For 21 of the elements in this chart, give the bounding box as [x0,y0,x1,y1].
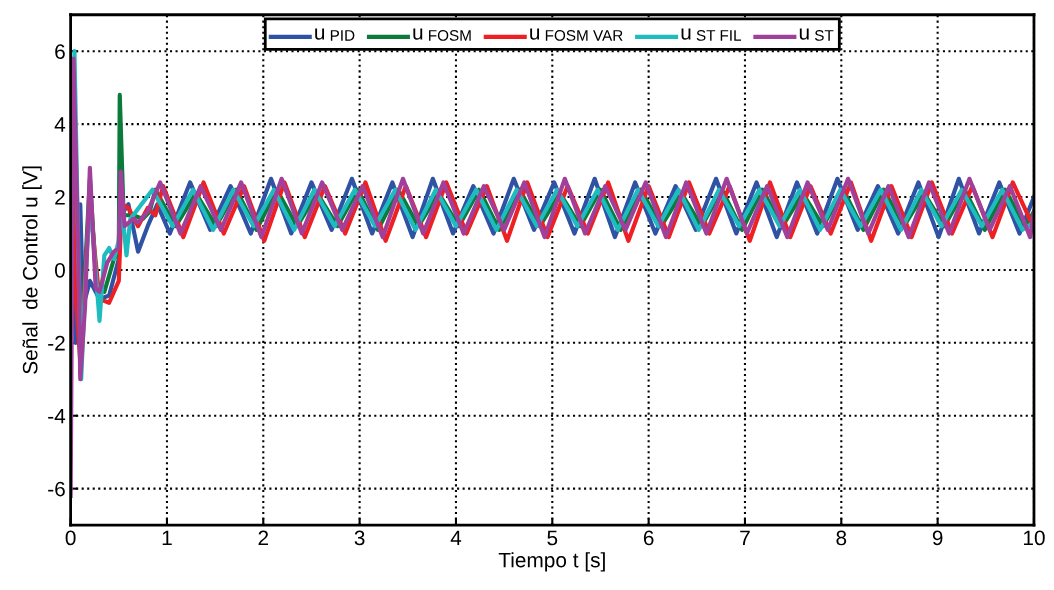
x-tick-label: 10 [1023,530,1045,546]
y-tick-label: -2 [48,335,65,351]
x-tick-label: 8 [836,530,847,546]
y-tick-label: -6 [48,481,65,497]
x-tick-label: 0 [65,530,76,546]
x-tick-label: 6 [643,530,654,546]
y-tick-label: 6 [55,44,65,59]
y-axis-title: Señal de Control u [V] [22,166,42,374]
y-tick-label: 4 [54,117,66,132]
x-tick-label: 1 [162,530,172,546]
x-tick-label: 7 [740,530,750,546]
x-tick-label: 2 [258,530,269,546]
x-axis-title: Tiempo t [s] [498,552,605,572]
line-series [70,56,1034,499]
x-tick-label: 9 [932,530,943,546]
y-tick-label: 0 [54,262,65,278]
x-tick-label: 4 [450,530,462,546]
x-tick-label: 3 [354,530,365,546]
y-tick-label: 2 [55,190,65,205]
y-tick-label: -4 [48,408,66,424]
x-tick-label: 5 [547,530,558,546]
